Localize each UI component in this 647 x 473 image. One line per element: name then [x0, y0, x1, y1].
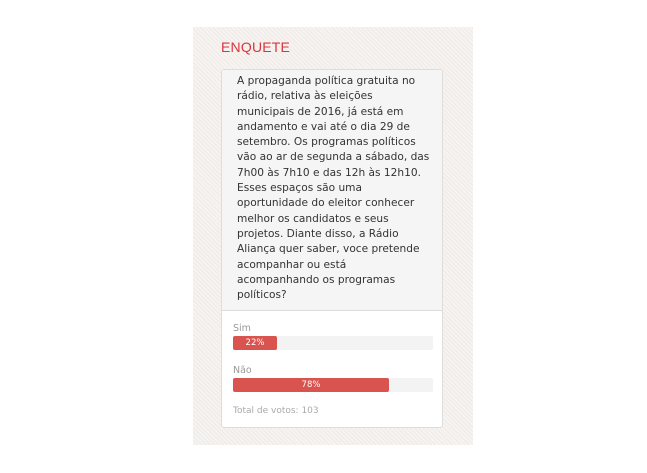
question-line: Esses espaços são uma [237, 182, 362, 195]
poll-widget: ENQUETE A propaganda política gratuita n… [193, 27, 473, 445]
result-bar-track: 22% [233, 336, 433, 350]
question-line: rádio, relativa às eleições [237, 90, 373, 103]
question-line: acompanhando os programas [237, 273, 396, 286]
poll-option-nao: Não 78% [233, 365, 433, 392]
result-bar-fill: 22% [233, 336, 277, 350]
option-label: Não [233, 365, 252, 376]
question-line: A propaganda política gratuita no [237, 75, 416, 87]
question-line: vão ao ar de segunda a sábado, das [237, 151, 430, 164]
result-bar-track: 78% [233, 378, 433, 392]
result-bar-fill: 78% [233, 378, 389, 392]
poll-title: ENQUETE [221, 39, 291, 55]
poll-card: A propaganda política gratuita no rádio, … [221, 69, 443, 428]
question-line: 7h00 às 7h10 e das 12h às 12h10. [237, 166, 421, 179]
question-line: oportunidade do eleitor conhecer [237, 197, 415, 210]
question-line: acompanhar ou está [237, 258, 347, 271]
question-line: setembro. Os programas políticos [237, 136, 416, 149]
question-line: projetos. Diante disso, a Rádio [237, 227, 399, 240]
question-line: municipais de 2016, já está em [237, 105, 404, 118]
poll-question: A propaganda política gratuita no rádio, … [222, 70, 442, 311]
question-line: políticos? [237, 289, 287, 302]
option-label: Sim [233, 323, 251, 334]
total-votes: Total de votos: 103 [233, 406, 319, 416]
question-line: melhor os candidatos e seus [237, 212, 389, 225]
poll-option-sim: Sim 22% [233, 323, 433, 350]
question-line: andamento e vai até o dia 29 de [237, 120, 410, 133]
question-line: Aliança quer saber, voce pretende [237, 243, 420, 256]
